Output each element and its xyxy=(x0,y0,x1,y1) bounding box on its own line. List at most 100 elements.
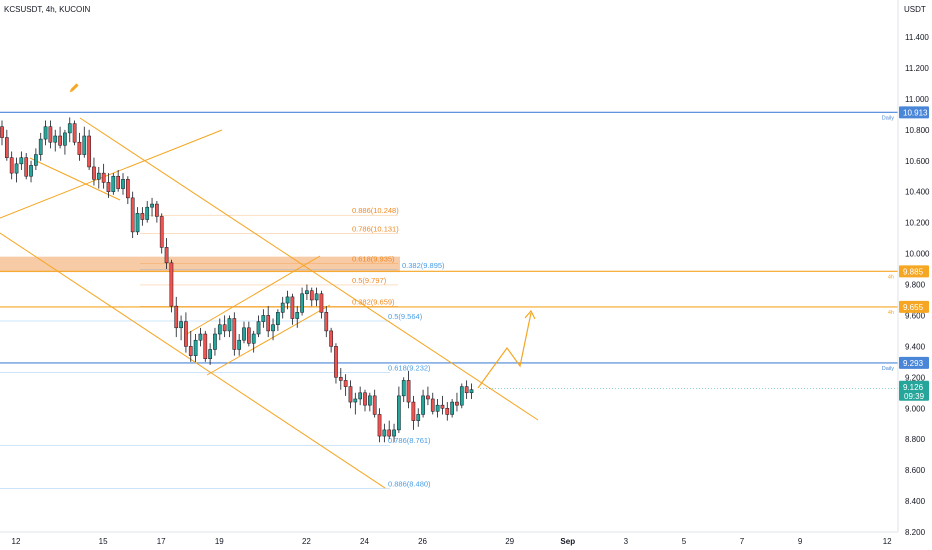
candle-up[interactable] xyxy=(280,296,285,319)
trend-line[interactable] xyxy=(0,232,386,489)
candle-up[interactable] xyxy=(19,151,24,171)
candle-up[interactable] xyxy=(29,160,33,183)
candle-down[interactable] xyxy=(125,176,130,205)
candle-down[interactable] xyxy=(77,132,82,161)
candle-up[interactable] xyxy=(397,386,401,433)
candle-down[interactable] xyxy=(329,327,333,353)
candle-down[interactable] xyxy=(174,296,179,338)
candle-down[interactable] xyxy=(406,371,411,409)
candle-up[interactable] xyxy=(459,383,464,409)
candle-down[interactable] xyxy=(464,380,469,399)
candle-down[interactable] xyxy=(188,330,193,362)
candle-down[interactable] xyxy=(334,343,338,384)
candle-down[interactable] xyxy=(338,368,343,390)
candle-down[interactable] xyxy=(116,170,121,192)
candle-up[interactable] xyxy=(179,315,183,341)
candle-down[interactable] xyxy=(222,315,227,338)
candle-down[interactable] xyxy=(0,120,4,146)
candle-up[interactable] xyxy=(82,126,87,158)
candle-up[interactable] xyxy=(145,200,150,223)
trend-line[interactable] xyxy=(206,304,331,376)
candle-up[interactable] xyxy=(198,327,203,347)
candle-up[interactable] xyxy=(305,284,309,300)
candle-down[interactable] xyxy=(164,238,169,270)
candle-down[interactable] xyxy=(58,126,62,149)
candle-down[interactable] xyxy=(363,389,367,412)
candle-down[interactable] xyxy=(348,380,353,409)
candle-up[interactable] xyxy=(96,166,101,189)
candle-down[interactable] xyxy=(387,420,392,440)
candle-up[interactable] xyxy=(421,389,425,418)
candle-down[interactable] xyxy=(440,395,445,415)
candle-down[interactable] xyxy=(319,290,324,319)
candle-up[interactable] xyxy=(401,377,406,403)
candle-up[interactable] xyxy=(295,306,300,328)
candle-up[interactable] xyxy=(121,173,125,195)
candle-down[interactable] xyxy=(290,293,295,325)
trend-line[interactable] xyxy=(29,157,121,201)
candle-down[interactable] xyxy=(106,173,111,198)
candle-down[interactable] xyxy=(72,120,77,146)
candle-down[interactable] xyxy=(372,389,377,418)
candle-down[interactable] xyxy=(411,395,416,430)
candle-up[interactable] xyxy=(53,129,58,152)
candle-up[interactable] xyxy=(43,120,48,146)
candle-up[interactable] xyxy=(256,315,261,338)
candle-down[interactable] xyxy=(87,129,91,171)
candle-up[interactable] xyxy=(227,315,232,338)
candle-up[interactable] xyxy=(469,383,474,399)
candle-up[interactable] xyxy=(237,334,242,356)
candle-up[interactable] xyxy=(416,408,421,427)
candle-up[interactable] xyxy=(242,321,246,344)
candle-up[interactable] xyxy=(208,343,212,365)
candle-up[interactable] xyxy=(358,386,363,406)
candle-up[interactable] xyxy=(38,132,43,161)
candle-down[interactable] xyxy=(159,213,164,254)
candle-down[interactable] xyxy=(426,386,430,406)
candle-up[interactable] xyxy=(14,157,19,183)
candle-up[interactable] xyxy=(353,392,358,415)
candle-up[interactable] xyxy=(63,129,67,155)
candle-down[interactable] xyxy=(130,191,135,239)
candle-up[interactable] xyxy=(367,392,372,412)
candle-up[interactable] xyxy=(285,290,290,310)
candle-down[interactable] xyxy=(184,312,188,353)
trend-line[interactable] xyxy=(79,117,539,421)
candle-down[interactable] xyxy=(232,312,237,356)
candle-down[interactable] xyxy=(140,207,145,226)
candle-up[interactable] xyxy=(261,309,266,328)
trend-line[interactable] xyxy=(184,255,321,336)
candle-down[interactable] xyxy=(246,321,251,347)
candle-up[interactable] xyxy=(34,148,38,171)
candle-down[interactable] xyxy=(309,287,314,307)
trend-line[interactable] xyxy=(0,129,223,219)
candle-down[interactable] xyxy=(24,153,29,180)
candle-up[interactable] xyxy=(67,117,72,143)
candle-down[interactable] xyxy=(101,163,106,189)
candle-down[interactable] xyxy=(430,392,435,415)
candle-up[interactable] xyxy=(300,287,304,316)
candle-down[interactable] xyxy=(48,120,53,149)
candle-down[interactable] xyxy=(155,200,159,223)
candle-up[interactable] xyxy=(217,318,222,341)
candle-up[interactable] xyxy=(150,197,154,217)
candle-down[interactable] xyxy=(9,151,14,180)
candle-down[interactable] xyxy=(377,408,382,443)
candle-up[interactable] xyxy=(213,327,217,356)
candle-down[interactable] xyxy=(4,129,9,161)
candle-up[interactable] xyxy=(392,423,396,443)
projection-path[interactable] xyxy=(477,312,532,389)
candle-up[interactable] xyxy=(314,287,319,307)
candle-up[interactable] xyxy=(276,309,280,331)
candle-down[interactable] xyxy=(324,306,329,338)
candle-down[interactable] xyxy=(455,392,459,412)
candle-down[interactable] xyxy=(445,402,450,421)
candle-down[interactable] xyxy=(343,374,348,396)
candle-up[interactable] xyxy=(450,398,454,418)
candle-up[interactable] xyxy=(435,398,440,418)
candle-down[interactable] xyxy=(92,157,96,186)
candle-up[interactable] xyxy=(271,318,275,341)
pencil-icon[interactable] xyxy=(69,83,79,93)
